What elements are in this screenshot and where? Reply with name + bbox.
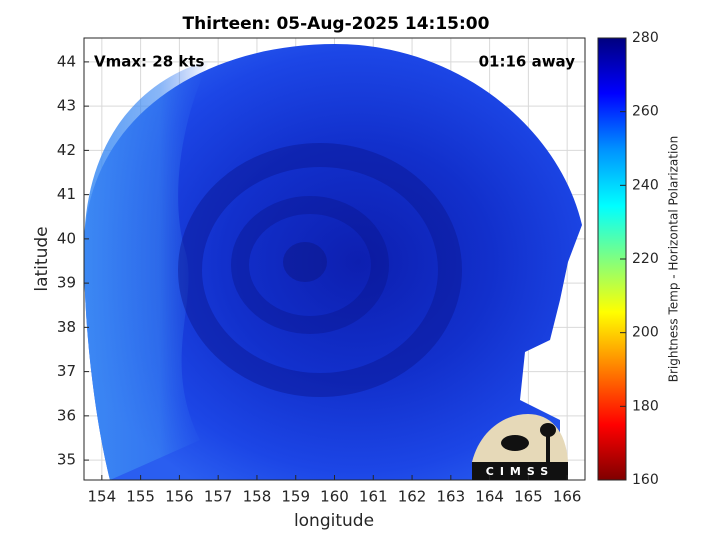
x-tick-label: 163 bbox=[437, 488, 466, 506]
y-tick-label: 37 bbox=[57, 362, 76, 380]
chart-title: Thirteen: 05-Aug-2025 14:15:00 bbox=[183, 14, 490, 34]
colorbar-tick-label: 200 bbox=[632, 325, 659, 341]
y-tick-label: 38 bbox=[57, 318, 76, 336]
x-tick-label: 154 bbox=[88, 488, 117, 506]
x-tick-label: 165 bbox=[514, 488, 543, 506]
colorbar-tick-label: 160 bbox=[632, 472, 659, 488]
y-tick-label: 42 bbox=[57, 141, 76, 159]
colorbar-tick-label: 220 bbox=[632, 251, 659, 267]
satellite-image bbox=[84, 44, 582, 480]
x-tick-label: 156 bbox=[165, 488, 194, 506]
y-tick-label: 39 bbox=[57, 274, 76, 292]
y-tick-label: 36 bbox=[57, 406, 76, 424]
x-tick-label: 162 bbox=[398, 488, 427, 506]
colorbar-tick-label: 180 bbox=[632, 398, 659, 414]
annotation: Vmax: 28 kts bbox=[94, 53, 204, 71]
y-tick-label: 35 bbox=[57, 451, 76, 469]
x-tick-label: 160 bbox=[320, 488, 349, 506]
x-tick-label: 159 bbox=[281, 488, 310, 506]
x-axis-label: longitude bbox=[294, 511, 374, 531]
y-tick-label: 44 bbox=[57, 52, 76, 70]
logo: CIMSS bbox=[472, 414, 568, 480]
x-tick-label: 157 bbox=[204, 488, 233, 506]
y-axis-label: latitude bbox=[32, 226, 52, 291]
colorbar-label: Brightness Temp - Horizontal Polarizatio… bbox=[667, 136, 681, 383]
x-tick-label: 155 bbox=[126, 488, 155, 506]
annotation: 01:16 away bbox=[479, 53, 576, 71]
y-tick-label: 41 bbox=[57, 185, 76, 203]
x-tick-label: 164 bbox=[475, 488, 504, 506]
x-tick-label: 161 bbox=[359, 488, 388, 506]
colorbar-tick-label: 240 bbox=[632, 177, 659, 193]
colorbar-tick-label: 260 bbox=[632, 104, 659, 120]
x-tick-label: 166 bbox=[553, 488, 582, 506]
y-tick-label: 43 bbox=[57, 97, 76, 115]
logo-text: CIMSS bbox=[486, 465, 554, 478]
x-tick-label: 158 bbox=[243, 488, 272, 506]
y-tick-label: 40 bbox=[57, 229, 76, 247]
colorbar-tick-label: 280 bbox=[632, 30, 659, 46]
